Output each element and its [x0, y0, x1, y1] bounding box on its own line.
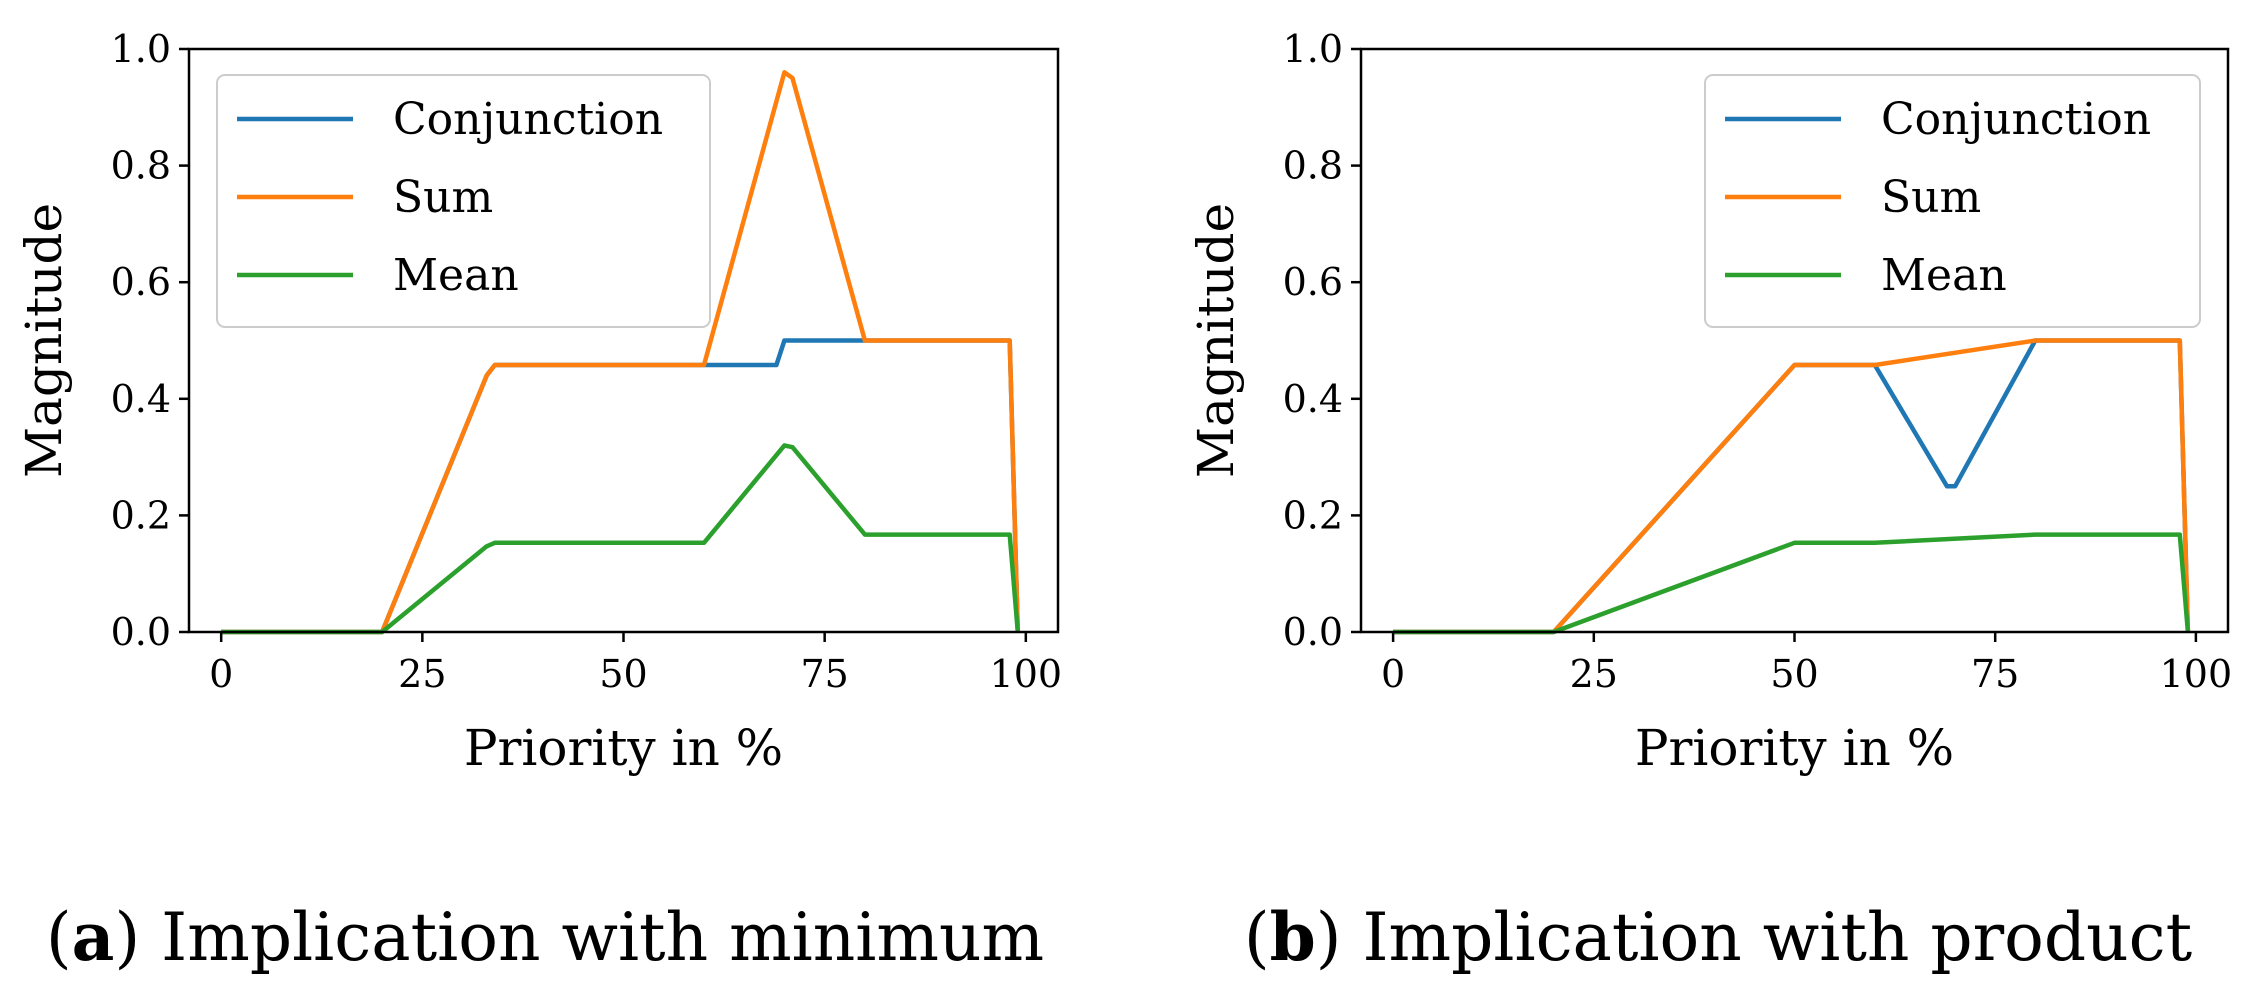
y-tick-label: 0.6	[111, 260, 171, 304]
legend-label-mean: Mean	[1881, 250, 2007, 301]
legend: Conjunction Sum Mean	[1704, 74, 2201, 328]
series-line-sum	[221, 70, 1021, 635]
panel-b: 0 25 50 75 100 0.0 0.2 0.4 0.6 0.8 1.0 Priority in …	[1187, 27, 2232, 976]
y-tick-label: 0.8	[1283, 144, 1343, 188]
y-tick-label: 0.4	[111, 377, 171, 421]
legend-label-sum: Sum	[1881, 172, 1981, 223]
y-tick-label: 0.2	[111, 493, 171, 537]
legend-label-sum: Sum	[393, 172, 493, 223]
y-tick-label: 1.0	[111, 27, 171, 71]
y-tick-label: 0.4	[1283, 377, 1343, 421]
x-axis-label: Priority in %	[1635, 719, 1954, 777]
caption-label: a	[72, 898, 115, 976]
x-tick-label: 100	[2160, 652, 2233, 696]
panel-caption: (b) Implication with product	[1244, 898, 2192, 976]
y-tick-label: 0.6	[1283, 260, 1343, 304]
y-tick-label: 0.8	[111, 144, 171, 188]
x-tick-label: 50	[599, 652, 647, 696]
panel-a: 0 25 50 75 100 0.0 0.2 0.4 0.6 0.8 1.0 Priority in …	[15, 27, 1062, 976]
legend-box	[1704, 74, 2201, 328]
series-line-conjunction	[1393, 338, 2191, 635]
x-axis-label: Priority in %	[464, 719, 783, 777]
series-line-conjunction	[221, 338, 1021, 635]
caption-text: Implication with product	[1362, 899, 2192, 976]
y-axis-label: Magnitude	[15, 203, 73, 478]
x-tick-label: 100	[990, 652, 1063, 696]
legend-label-mean: Mean	[393, 250, 519, 301]
y-tick-label: 1.0	[1283, 27, 1343, 71]
legend-box	[216, 74, 711, 328]
y-tick-label: 0.2	[1283, 493, 1343, 537]
series-line-mean	[221, 443, 1021, 635]
x-tick-label: 25	[398, 652, 446, 696]
caption-label: b	[1270, 898, 1316, 976]
x-tick-label: 0	[1381, 652, 1405, 696]
panel-caption: (a) Implication with minimum	[46, 898, 1044, 976]
x-tick-label: 0	[209, 652, 233, 696]
legend: Conjunction Sum Mean	[216, 74, 711, 328]
legend-label-conjunction: Conjunction	[393, 94, 663, 145]
series-line-mean	[1393, 532, 2191, 635]
y-tick-label: 0.0	[111, 610, 171, 654]
x-tick-label: 25	[1570, 652, 1618, 696]
caption-text: Implication with minimum	[161, 899, 1044, 976]
x-tick-label: 75	[1971, 652, 2019, 696]
y-tick-label: 0.0	[1283, 610, 1343, 654]
legend-label-conjunction: Conjunction	[1881, 94, 2151, 145]
y-axis-label: Magnitude	[1187, 203, 1245, 478]
series-line-sum	[1393, 338, 2191, 635]
x-tick-label: 50	[1770, 652, 1818, 696]
x-tick-label: 75	[800, 652, 848, 696]
